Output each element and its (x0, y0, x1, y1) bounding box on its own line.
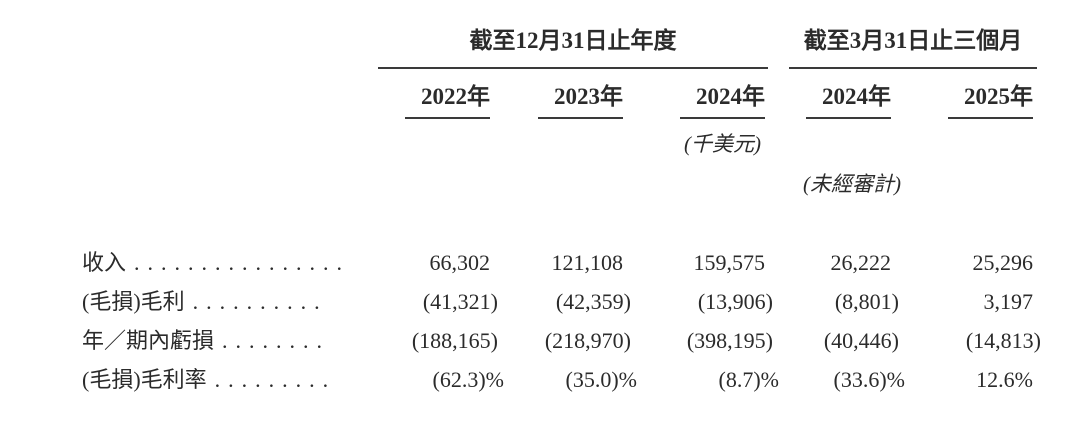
year-header-2022: 2022年 (348, 83, 490, 119)
year-header-label: 2023年 (538, 83, 623, 119)
value-cell: 159,575 (693, 250, 766, 275)
value-cell: (40,446) (823, 328, 899, 353)
table-row: (毛損)毛利 .......... (41,321) (42,359) (13,… (82, 282, 1033, 321)
column-group-quarterly-label: 截至3月31日止三個月 (789, 26, 1037, 69)
units-note-row: (千美元) (82, 131, 1033, 157)
value-cell: 12.6% (976, 367, 1033, 392)
label-column-spacer (82, 26, 348, 69)
unaudited-note: (未經審計) (803, 172, 901, 196)
label-column-spacer (82, 83, 348, 119)
value-cell: 26,222 (830, 250, 892, 275)
value-cell: (8,801) (834, 289, 899, 314)
row-label-cell: (毛損)毛利率 ......... (82, 360, 348, 399)
row-label: 年／期內虧損 (82, 328, 215, 353)
value-cell: (14,813) (965, 328, 1041, 353)
row-label-cell: 收入 ................ (82, 243, 348, 282)
dot-leader: ........ (222, 328, 331, 353)
row-label: (毛損)毛利 (82, 289, 185, 314)
year-header-label: 2024年 (806, 83, 891, 119)
row-label-cell: (毛損)毛利 .......... (82, 282, 348, 321)
table-row: 年／期內虧損 ........ (188,165) (218,970) (398… (82, 321, 1041, 360)
value-cell: 3,197 (983, 289, 1034, 314)
value-cell: (398,195) (686, 328, 773, 353)
value-cell: (62.3)% (432, 367, 504, 392)
value-cell: (35.0)% (565, 367, 637, 392)
row-label-cell: 年／期內虧損 ........ (82, 321, 348, 360)
column-group-annual-label: 截至12月31日止年度 (378, 26, 768, 69)
column-group-quarterly: 截至3月31日止三個月 (765, 26, 1037, 69)
value-cell: (42,359) (555, 289, 631, 314)
year-header-row: 2022年 2023年 2024年 2024年 2025年 (82, 83, 1033, 119)
year-header-2023: 2023年 (490, 83, 623, 119)
value-cell: (188,165) (411, 328, 498, 353)
year-header-2025-q1: 2025年 (891, 83, 1033, 119)
year-header-label: 2024年 (680, 83, 765, 119)
year-header-label: 2025年 (948, 83, 1033, 119)
value-cell: (41,321) (422, 289, 498, 314)
value-cell: (8.7)% (718, 367, 779, 392)
value-cell: 66,302 (429, 250, 491, 275)
table-body: 收入 ................ 66,302 121,108 159,5… (0, 243, 1080, 399)
column-group-annual: 截至12月31日止年度 (348, 26, 768, 69)
column-group-header-row: 截至12月31日止年度 截至3月31日止三個月 (82, 0, 1037, 69)
value-cell: (218,970) (544, 328, 631, 353)
table-row: (毛損)毛利率 ......... (62.3)% (35.0)% (8.7)%… (82, 360, 1033, 399)
year-header-2024-q1: 2024年 (765, 83, 891, 119)
value-cell: 121,108 (551, 250, 624, 275)
row-label: 收入 (82, 250, 127, 275)
row-label: (毛損)毛利率 (82, 367, 207, 392)
units-note: (千美元) (684, 132, 761, 156)
dot-leader: ................ (134, 250, 348, 275)
year-header-2024: 2024年 (623, 83, 765, 119)
dot-leader: ......... (214, 367, 337, 392)
audit-note-row: (未經審計) (82, 171, 1033, 197)
value-cell: (13,906) (697, 289, 773, 314)
value-cell: (33.6)% (833, 367, 905, 392)
value-cell: 25,296 (972, 250, 1034, 275)
dot-leader: .......... (192, 289, 328, 314)
year-header-label: 2022年 (405, 83, 490, 119)
table-row: 收入 ................ 66,302 121,108 159,5… (82, 243, 1033, 282)
